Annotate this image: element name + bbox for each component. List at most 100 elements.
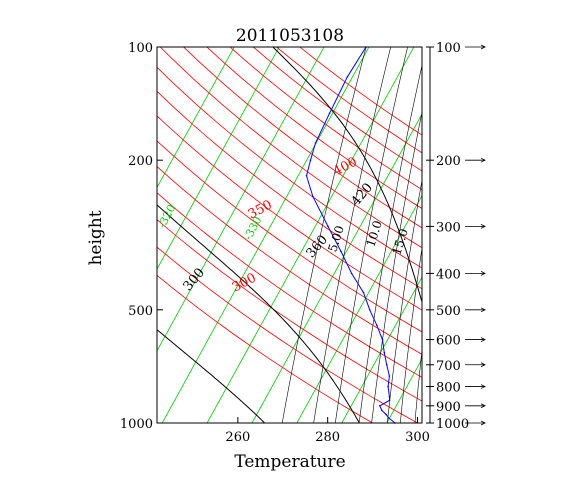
mixing-ratio-line [371,110,422,423]
temperature-profile-point [388,375,391,377]
wind-barb-icon [465,271,486,276]
isotherm-line [386,358,422,423]
dry-adiabat-line [182,47,422,229]
temperature-profile-point [314,142,317,144]
profile-series [305,46,396,424]
dry-adiabat-line [157,90,422,290]
dry-adiabat-line [157,66,422,269]
isotherms [157,30,563,431]
isotherm-line [161,47,370,423]
chart-title: 2011053108 [236,26,344,46]
dry-adiabat-line [229,47,422,191]
isotherm-line [206,47,415,423]
right-tick-label: 600 [436,334,461,349]
dry-adiabat-line [157,219,422,402]
right-tick-label: 300 [436,220,461,235]
isotherm-line [472,30,563,431]
isotherm-line [157,47,325,352]
temperature-profile-point [387,385,389,388]
wind-barb-icon [465,44,486,50]
mixing-ratio-label: 10.0 [363,219,385,249]
wind-barb-icon [465,403,486,409]
mixing-ratio-line [414,347,422,423]
right-tick-label: 400 [436,267,461,282]
temperature-profile-point [328,112,331,114]
temperature-profile-point [388,399,391,402]
left-tick-label: 500 [128,304,153,319]
left-tick-label: 100 [128,41,153,56]
temperature-profile-point [379,405,381,407]
temperature-profile-point [381,338,384,341]
right-tick-label: 800 [436,381,461,396]
left-tick-label: 1000 [120,417,153,432]
dry-adiabat-line [157,274,374,423]
temperature-profile-point [376,324,378,327]
dry-adiabat-line [206,47,422,209]
moist-adiabats [157,39,546,431]
right-tick-label: 900 [436,400,461,415]
wind-barb-icon [465,420,486,426]
temperature-profile-point [362,291,365,294]
dry-adiabat-label: 400 [331,154,360,179]
mixing-ratio-line [358,63,422,423]
dry-adiabat-line [275,47,422,154]
temperature-profile-point [327,225,329,228]
wind-barb-icon [465,384,486,389]
temperature-profile-point [312,195,314,198]
right-tick-label: 1000 [436,417,469,432]
dry-adiabat-line [299,47,422,136]
temperature-profile-point [309,159,312,161]
moist-adiabat-line [157,329,266,423]
wind-barb-icon [465,157,486,163]
moist-adiabat-line [157,204,360,423]
temperature-profile-point [385,413,388,416]
right-tick-label: 500 [436,304,461,319]
wind-barb-icon [465,307,486,313]
isotherm-line [251,113,422,423]
isotherm-line [517,30,563,431]
plot-frame [156,46,423,424]
temperature-profile-point [350,272,353,275]
dry-adiabat-line [252,47,422,172]
x-tick-label: 300 [405,430,430,445]
temperature-profile-point [368,309,371,311]
isotherm-line [157,47,235,189]
right-tick-label: 700 [436,359,461,374]
temperature-profile-point [385,364,388,366]
y-axis-label: height [86,210,106,265]
wind-barb-icon [465,224,486,229]
dry-adiabat-line [157,192,422,378]
dry-adiabats [157,47,422,423]
right-tick-label: 100 [436,41,461,56]
mixing-ratio-line [386,178,422,423]
mixing-ratio-lines [281,47,422,423]
mixing-ratio-line [281,47,367,423]
temperature-profile-point [388,395,391,398]
temperature-profile-point [388,417,390,419]
mixing-ratio-line [313,47,392,423]
dry-adiabat-line [157,166,422,355]
x-tick-label: 260 [225,430,250,445]
moist-adiabat-line [527,39,546,431]
temperature-profile-point [383,351,386,354]
temperature-profile-point [346,76,349,78]
dry-adiabat-line [157,140,422,333]
wind-barb-icon [465,337,486,342]
axes: 100 200 500 1000 260 280 300 100 200 300 400 500 600… [120,41,486,445]
left-tick-label: 200 [128,154,153,169]
dry-adiabat-line [159,47,422,249]
temperature-profile-point [340,250,342,253]
temperature-profile-point [305,175,308,177]
dry-adiabat-line [157,115,422,311]
isotherm-line [157,47,280,270]
isotherm-line [296,194,422,423]
x-axis-label: Temperature [234,452,345,472]
right-tick-label: 200 [436,154,461,169]
dry-adiabat-line [157,246,419,423]
mixing-ratio-line [334,47,408,423]
mixing-ratio-line [399,246,422,423]
isotherm-line [341,276,422,423]
moist-adiabat-line [272,47,422,304]
isotherm-label: -330 [241,214,264,242]
